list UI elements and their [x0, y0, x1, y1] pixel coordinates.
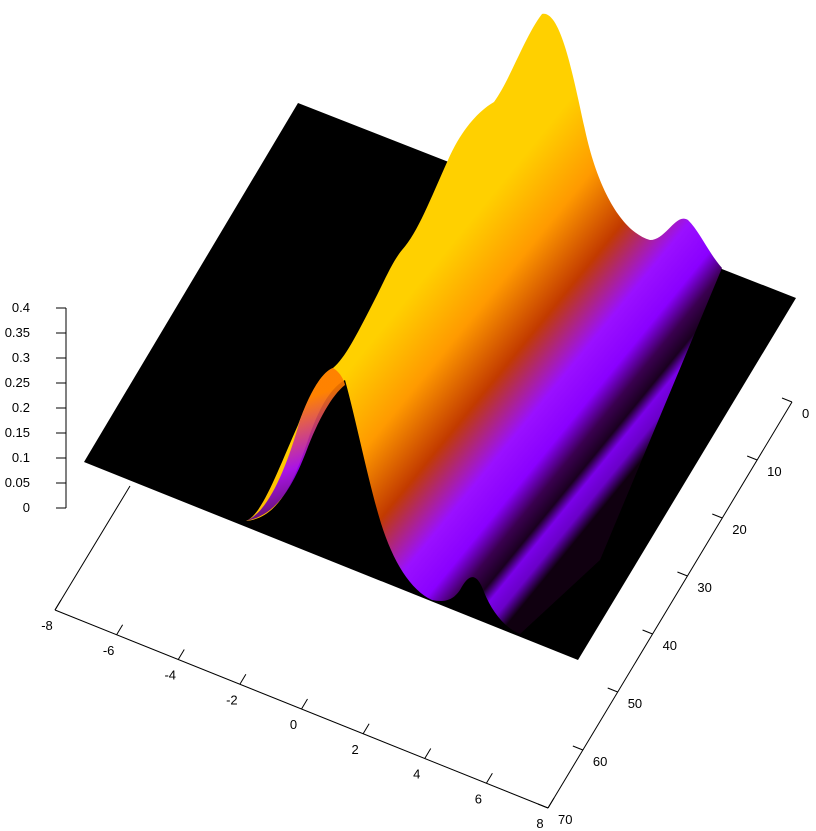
z-tick-label: 0.35: [5, 325, 30, 340]
y-tick-mark: [781, 397, 793, 403]
x-tick-mark: [54, 599, 62, 611]
z-tick-label: 0.05: [5, 475, 30, 490]
x-tick-label: 8: [536, 816, 543, 831]
x-tick-label: -8: [41, 618, 53, 633]
y-tick-label: 70: [558, 812, 572, 827]
x-tick-label: -4: [164, 668, 176, 683]
x-tick-label: 6: [475, 791, 482, 806]
x-tick-mark: [177, 649, 185, 660]
y-tick-label: 40: [663, 638, 677, 653]
y-tick-mark: [607, 687, 618, 693]
y-tick-label: 30: [697, 580, 711, 595]
y-tick-label: 10: [767, 464, 781, 479]
x-tick-label: 0: [290, 717, 297, 732]
y-tick-mark: [537, 803, 549, 809]
y-tick-mark: [712, 513, 723, 519]
z-tick-label: 0.4: [12, 300, 30, 315]
y-tick-label: 50: [628, 696, 642, 711]
z-tick-label: 0.1: [12, 450, 30, 465]
y-tick-mark: [572, 745, 584, 751]
z-tick-label: 0.25: [5, 375, 30, 390]
y-tick-label: 60: [593, 754, 607, 769]
x-tick-mark: [485, 772, 493, 784]
y-ticks: 0 10 20 30 40 50 60 70: [537, 397, 809, 827]
y-tick-mark: [746, 455, 758, 461]
x-tick-mark: [116, 624, 124, 636]
x-tick-label: 4: [413, 767, 420, 782]
x-tick-mark: [424, 748, 432, 759]
x-tick-mark: [301, 698, 308, 710]
surface-front-face: [246, 368, 345, 521]
z-ticks: 0 0.05 0.1 0.15 0.2 0.25 0.3 0.35 0.4: [5, 300, 66, 515]
z-tick-label: 0: [23, 500, 30, 515]
surface-ridge: [246, 13, 722, 635]
x-tick-mark: [239, 673, 247, 685]
z-tick-label: 0.3: [12, 350, 30, 365]
x-tick-label: 2: [352, 742, 359, 757]
y-axis: [547, 401, 793, 809]
x-tick-mark: [362, 723, 370, 735]
z-tick-label: 0.2: [12, 400, 30, 415]
y-tick-label: 20: [732, 522, 746, 537]
x-tick-label: -6: [103, 643, 115, 658]
y-tick-mark: [642, 629, 653, 635]
x-tick-mark: [547, 797, 555, 809]
x-ticks: -8 -6 -4 -2 0 2 4 6 8: [41, 599, 555, 831]
y-tick-label: 0: [802, 406, 809, 421]
x-tick-label: -2: [226, 692, 238, 707]
z-tick-label: 0.15: [5, 425, 30, 440]
y-tick-mark: [677, 571, 688, 577]
